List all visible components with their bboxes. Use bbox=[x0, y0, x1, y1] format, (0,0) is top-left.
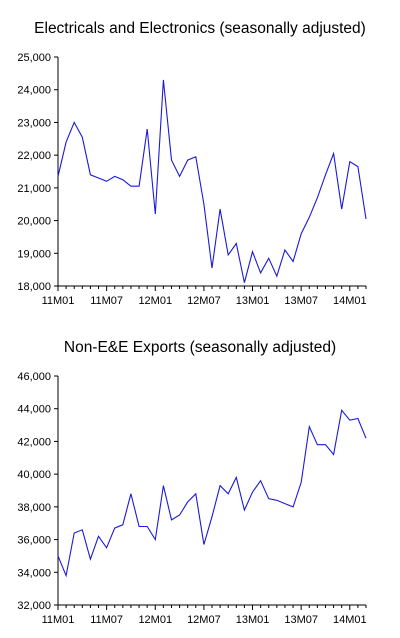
series-line bbox=[57, 79, 367, 283]
y-tick-label: 20,000 bbox=[17, 216, 51, 228]
x-tick-label: 13M01 bbox=[236, 614, 270, 626]
y-tick-label: 19,000 bbox=[17, 248, 51, 260]
chart-non-ee-exports: Non-E&E Exports (seasonally adjusted) 32… bbox=[0, 319, 400, 638]
x-tick-label: 12M07 bbox=[187, 295, 221, 307]
y-tick-label: 18,000 bbox=[17, 281, 51, 293]
x-tick-label: 11M01 bbox=[42, 614, 75, 626]
x-tick-label: 13M07 bbox=[284, 295, 318, 307]
y-tick-label: 46,000 bbox=[17, 371, 51, 383]
x-tick-label: 11M07 bbox=[90, 295, 123, 307]
x-tick-label: 12M01 bbox=[138, 295, 172, 307]
y-tick-label: 34,000 bbox=[17, 567, 51, 579]
y-tick-label: 21,000 bbox=[17, 183, 51, 195]
y-tick-label: 38,000 bbox=[17, 502, 51, 514]
x-tick-label: 13M07 bbox=[284, 614, 318, 626]
x-tick-label: 11M01 bbox=[42, 295, 75, 307]
y-tick-label: 25,000 bbox=[17, 52, 51, 64]
x-tick-label: 12M01 bbox=[138, 614, 172, 626]
series-line bbox=[57, 409, 367, 578]
y-tick-label: 40,000 bbox=[17, 469, 51, 481]
x-tick-label: 13M01 bbox=[236, 295, 270, 307]
y-tick-label: 36,000 bbox=[17, 535, 51, 547]
chart-electricals-electronics: Electricals and Electronics (seasonally … bbox=[17, 20, 367, 307]
x-tick-label: 14M01 bbox=[333, 614, 367, 626]
y-tick-label: 24,000 bbox=[17, 85, 51, 97]
chart-plot: 18,000 19,000 20,000 21,000 22,000 23,000 24,0… bbox=[17, 52, 367, 307]
y-tick-label: 22,000 bbox=[17, 150, 51, 162]
x-tick-label: 11M07 bbox=[90, 614, 123, 626]
x-tick-label: 14M01 bbox=[333, 295, 367, 307]
x-tick-label: 12M07 bbox=[187, 614, 221, 626]
chart-title: Electricals and Electronics (seasonally … bbox=[34, 20, 366, 37]
y-tick-label: 44,000 bbox=[17, 404, 51, 416]
chart-title: Non-E&E Exports (seasonally adjusted) bbox=[63, 339, 337, 356]
y-tick-label: 23,000 bbox=[17, 117, 51, 129]
chart-plot: 32,000 34,000 36,000 38,000 40,000 42,000 44,0… bbox=[17, 371, 367, 626]
y-tick-label: 32,000 bbox=[17, 600, 51, 612]
y-tick-label: 42,000 bbox=[17, 436, 51, 448]
